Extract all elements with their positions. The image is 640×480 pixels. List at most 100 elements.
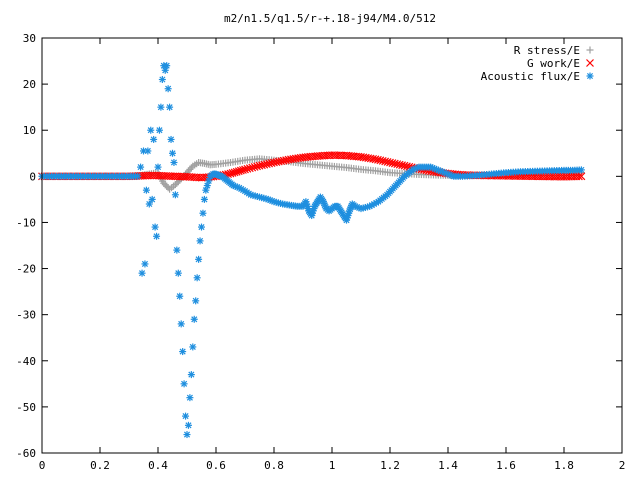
data-point	[383, 158, 392, 166]
data-point	[378, 156, 387, 165]
y-tick-label: -30	[16, 309, 36, 322]
x-tick-label: 1.8	[554, 459, 574, 472]
data-point	[195, 255, 203, 263]
x-tick-label: 1	[329, 459, 336, 472]
data-point	[173, 246, 181, 254]
data-point	[155, 126, 163, 134]
data-point	[180, 380, 188, 388]
data-point	[376, 156, 385, 165]
data-point	[574, 172, 583, 181]
data-point	[187, 371, 195, 379]
x-tick-label: 0	[39, 459, 46, 472]
data-point	[255, 161, 264, 170]
data-point	[265, 159, 274, 168]
data-point	[248, 163, 257, 172]
data-point	[200, 195, 208, 203]
plot-frame	[41, 37, 623, 454]
data-point	[199, 209, 207, 217]
data-point	[138, 269, 146, 277]
y-tick-label: -60	[16, 447, 36, 460]
data-point	[390, 159, 399, 168]
data-point	[134, 172, 142, 180]
y-tick-label: -20	[16, 263, 36, 276]
x-tick-label: 1.4	[438, 459, 458, 472]
legend-marker	[586, 72, 594, 80]
x-tick-label: 2	[619, 459, 626, 472]
x-tick-label: 1.2	[380, 459, 400, 472]
data-point	[189, 343, 197, 351]
x-tick-label: 0.2	[90, 459, 110, 472]
data-point	[577, 166, 585, 174]
data-point	[183, 431, 191, 439]
y-tick-label: -50	[16, 401, 36, 414]
y-axis: 30 20 10 0 -10 -20 -30 -40 -50 -60	[16, 32, 622, 460]
y-tick-label: 30	[23, 32, 36, 45]
data-point	[186, 394, 194, 402]
y-tick-label: 20	[23, 78, 36, 91]
data-point	[250, 163, 259, 171]
data-point	[154, 163, 162, 171]
data-point	[398, 161, 407, 170]
data-point	[577, 172, 586, 181]
data-point	[245, 164, 254, 173]
data-point	[241, 165, 249, 174]
data-point	[196, 237, 204, 245]
data-point	[243, 164, 252, 173]
data-point	[157, 103, 165, 111]
data-point	[141, 260, 149, 268]
data-point	[176, 292, 184, 300]
x-tick-label: 0.4	[148, 459, 168, 472]
y-tick-label: -10	[16, 216, 36, 229]
x-tick-label: 0.6	[206, 459, 226, 472]
data-point	[164, 85, 172, 93]
data-point	[142, 186, 150, 194]
data-point	[166, 103, 174, 111]
data-point	[386, 158, 394, 167]
legend-marker	[586, 46, 594, 54]
data-point	[257, 161, 266, 170]
data-point	[177, 320, 185, 328]
legend-marker	[586, 59, 594, 67]
x-tick-label: 1.6	[496, 459, 516, 472]
data-point	[253, 162, 262, 171]
series-acoustic-flux-e	[38, 62, 585, 439]
data-point	[184, 421, 192, 429]
y-tick-label: -40	[16, 355, 36, 368]
data-point	[147, 126, 155, 134]
data-point	[140, 147, 147, 155]
data-point	[193, 274, 201, 282]
data-point	[171, 191, 179, 199]
data-point	[153, 232, 161, 240]
data-point	[198, 223, 205, 231]
data-point	[260, 160, 269, 169]
x-axis: 0 0.2 0.4 0.6 0.8 1 1.2 1.4 1.6 1.8 2	[39, 38, 626, 472]
data-point	[239, 166, 247, 174]
data-point	[163, 62, 171, 70]
data-point	[148, 195, 156, 203]
data-point	[137, 163, 145, 171]
data-point	[373, 155, 382, 164]
data-point	[395, 160, 404, 169]
data-point	[262, 160, 271, 169]
data-point	[144, 147, 152, 155]
legend-label: Acoustic flux/E	[481, 70, 580, 83]
data-point	[381, 157, 390, 166]
data-point	[169, 149, 176, 157]
data-point	[182, 412, 190, 420]
legend-label: G work/E	[527, 57, 580, 70]
data-point	[167, 135, 175, 143]
data-point	[174, 269, 182, 277]
data-point	[151, 223, 159, 231]
data-series-layer	[38, 62, 586, 439]
data-point	[179, 348, 187, 356]
data-point	[371, 155, 380, 164]
x-tick-label: 0.8	[264, 459, 284, 472]
data-point	[388, 159, 397, 167]
y-tick-label: 10	[23, 124, 36, 137]
data-point	[170, 159, 178, 166]
data-point	[150, 135, 158, 143]
chart-title: m2/n1.5/q1.5/r-+.18-j94/M4.0/512	[224, 12, 436, 25]
